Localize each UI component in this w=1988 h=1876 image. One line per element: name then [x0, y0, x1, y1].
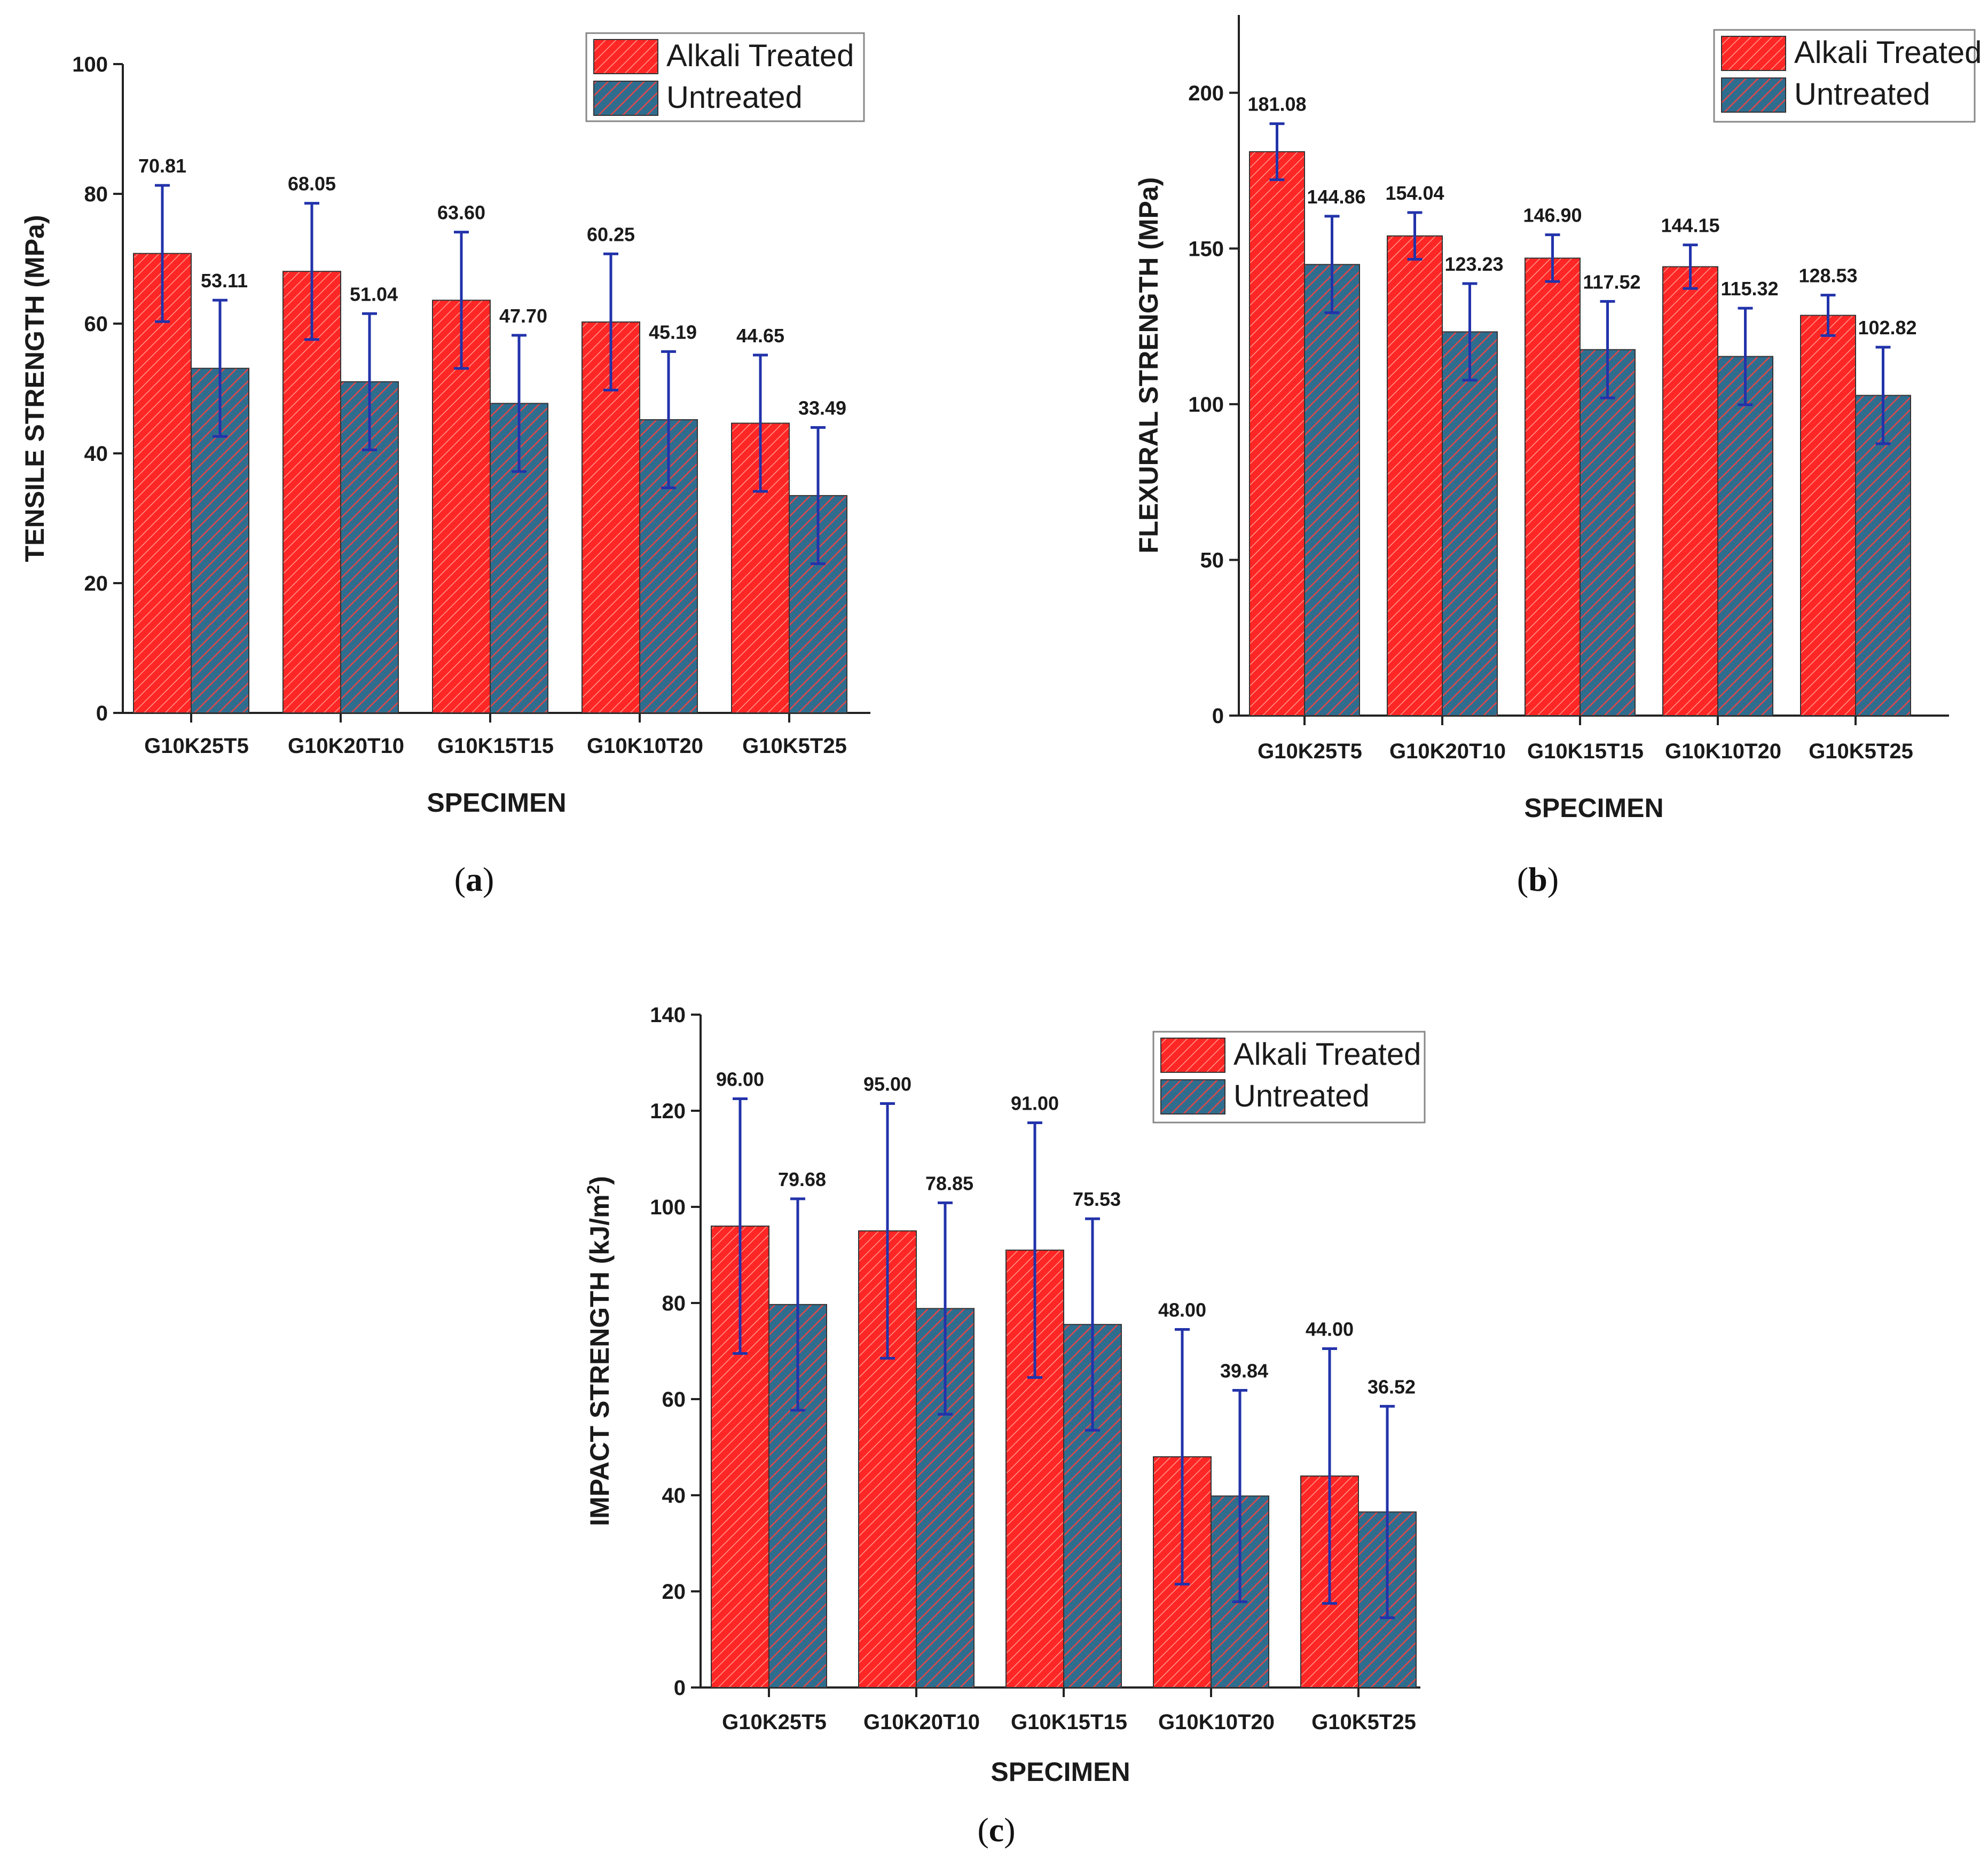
y-tick-label: 60: [84, 312, 108, 336]
value-label: 96.00: [716, 1069, 764, 1090]
bar-untreated: [1580, 349, 1636, 716]
x-tick-label: G10K15T15: [1527, 740, 1644, 763]
x-tick-label: G10K10T20: [1665, 740, 1781, 763]
y-tick-label: 40: [662, 1484, 686, 1508]
x-tick-label: G10K5T25: [1311, 1710, 1416, 1734]
y-tick-label: 100: [72, 53, 108, 76]
x-axis-title: SPECIMEN: [427, 788, 566, 818]
y-tick-label: 40: [84, 442, 108, 466]
y-axis-title: TENSILE STRENGTH (MPa): [20, 215, 50, 562]
legend-label-untreated: Untreated: [1233, 1079, 1370, 1113]
value-label: 144.86: [1307, 186, 1365, 208]
x-tick-label: G10K10T20: [1158, 1710, 1275, 1734]
legend-swatch-untreated: [593, 81, 658, 116]
x-tick-label: G10K20T10: [863, 1710, 980, 1734]
bar-alkali-treated: [1387, 235, 1443, 716]
value-label: 79.68: [778, 1168, 826, 1190]
y-tick-label: 0: [674, 1676, 686, 1700]
value-label: 60.25: [587, 223, 635, 245]
legend-label-untreated: Untreated: [1794, 77, 1930, 112]
bar-alkali-treated: [282, 271, 341, 713]
value-label: 78.85: [925, 1172, 973, 1194]
flexural-strength-chart: 0 50 100 150 200 FLEXURAL STRENGTH (MPa) G10K2…: [1134, 15, 1982, 823]
value-label: 146.90: [1523, 205, 1582, 226]
x-tick-label: G10K15T15: [1011, 1710, 1127, 1734]
x-axis-title: SPECIMEN: [1524, 793, 1663, 823]
y-tick-label: 200: [1188, 82, 1224, 105]
value-label: 44.00: [1306, 1318, 1354, 1340]
x-tick-label: G10K25T5: [144, 734, 249, 758]
x-axis-title: SPECIMEN: [991, 1757, 1130, 1787]
bar-alkali-treated: [1800, 315, 1856, 716]
y-tick-label: 120: [650, 1100, 686, 1123]
legend-label-alkali-treated: Alkali Treated: [1794, 35, 1982, 70]
value-label: 91.00: [1011, 1093, 1059, 1114]
x-tick-label: G10K10T20: [587, 734, 703, 758]
x-tick-label: G10K5T25: [1809, 740, 1913, 763]
y-tick-label: 150: [1188, 237, 1224, 261]
x-tick-label: G10K25T5: [1258, 740, 1362, 763]
y-tick-label: 100: [1188, 393, 1224, 417]
value-label: 36.52: [1368, 1376, 1416, 1398]
caption-a: (a): [454, 860, 494, 898]
legend-swatch-alkali-treated: [593, 39, 658, 74]
bar-untreated: [1304, 264, 1360, 716]
legend-label-untreated: Untreated: [666, 80, 803, 115]
value-label: 70.81: [138, 155, 186, 177]
value-label: 102.82: [1858, 317, 1916, 339]
value-label: 44.65: [736, 325, 784, 347]
bar-alkali-treated: [1525, 257, 1581, 716]
bar-alkali-treated: [1249, 151, 1305, 716]
y-tick-label: 140: [650, 1003, 686, 1027]
caption-b: (b): [1516, 860, 1559, 898]
value-label: 53.11: [201, 270, 248, 292]
tensile-strength-chart: 0 20 40 60 80 100 TENSILE STRENGTH (MPa) G10K25…: [20, 32, 870, 818]
value-label: 45.19: [649, 321, 697, 343]
value-label: 123.23: [1444, 253, 1503, 275]
y-tick-label: 80: [662, 1292, 686, 1315]
y-tick-label: 20: [84, 572, 108, 595]
legend-swatch-alkali-treated: [1160, 1038, 1225, 1073]
caption-c: (c): [977, 1811, 1016, 1849]
x-tick-label: G10K20T10: [288, 734, 404, 758]
legend-label-alkali-treated: Alkali Treated: [1233, 1037, 1421, 1072]
value-label: 39.84: [1220, 1360, 1268, 1382]
y-tick-label: 20: [662, 1580, 686, 1604]
y-tick-label: 0: [96, 702, 108, 725]
value-label: 154.04: [1385, 182, 1444, 204]
impact-strength-chart: 0 20 40 60 80 100 120 140 IMPACT STRENGTH (kJ/m2…: [584, 1003, 1426, 1787]
y-tick-label: 80: [84, 183, 108, 206]
value-label: 144.15: [1661, 215, 1719, 237]
legend-swatch-alkali-treated: [1721, 36, 1786, 71]
legend-swatch-untreated: [1160, 1079, 1225, 1114]
value-label: 51.04: [350, 283, 398, 305]
x-tick-label: G10K5T25: [742, 734, 847, 758]
value-label: 68.05: [288, 173, 336, 195]
x-tick-label: G10K15T15: [437, 734, 554, 758]
y-axis-title: IMPACT STRENGTH (kJ/m2): [584, 1176, 615, 1526]
bar-untreated: [1855, 395, 1911, 716]
bar-untreated: [1442, 331, 1498, 716]
y-tick-label: 100: [650, 1196, 686, 1219]
legend-label-alkali-treated: Alkali Treated: [666, 38, 854, 73]
value-label: 33.49: [798, 397, 846, 419]
y-tick-label: 0: [1212, 704, 1224, 728]
y-tick-label: 60: [662, 1388, 686, 1411]
value-label: 63.60: [437, 202, 485, 224]
value-label: 181.08: [1247, 93, 1306, 115]
value-label: 47.70: [499, 305, 547, 327]
x-tick-label: G10K20T10: [1389, 740, 1506, 763]
x-tick-label: G10K25T5: [722, 1710, 827, 1734]
value-label: 128.53: [1798, 265, 1857, 287]
value-label: 48.00: [1158, 1299, 1206, 1321]
bar-alkali-treated: [1662, 266, 1718, 717]
value-label: 117.52: [1583, 271, 1640, 293]
legend-swatch-untreated: [1721, 77, 1786, 113]
bar-untreated: [1717, 356, 1773, 716]
value-label: 95.00: [863, 1073, 912, 1095]
y-tick-label: 50: [1200, 548, 1224, 572]
value-label: 115.32: [1720, 278, 1778, 300]
value-label: 75.53: [1073, 1188, 1121, 1210]
y-axis-title: FLEXURAL STRENGTH (MPa): [1134, 177, 1164, 554]
